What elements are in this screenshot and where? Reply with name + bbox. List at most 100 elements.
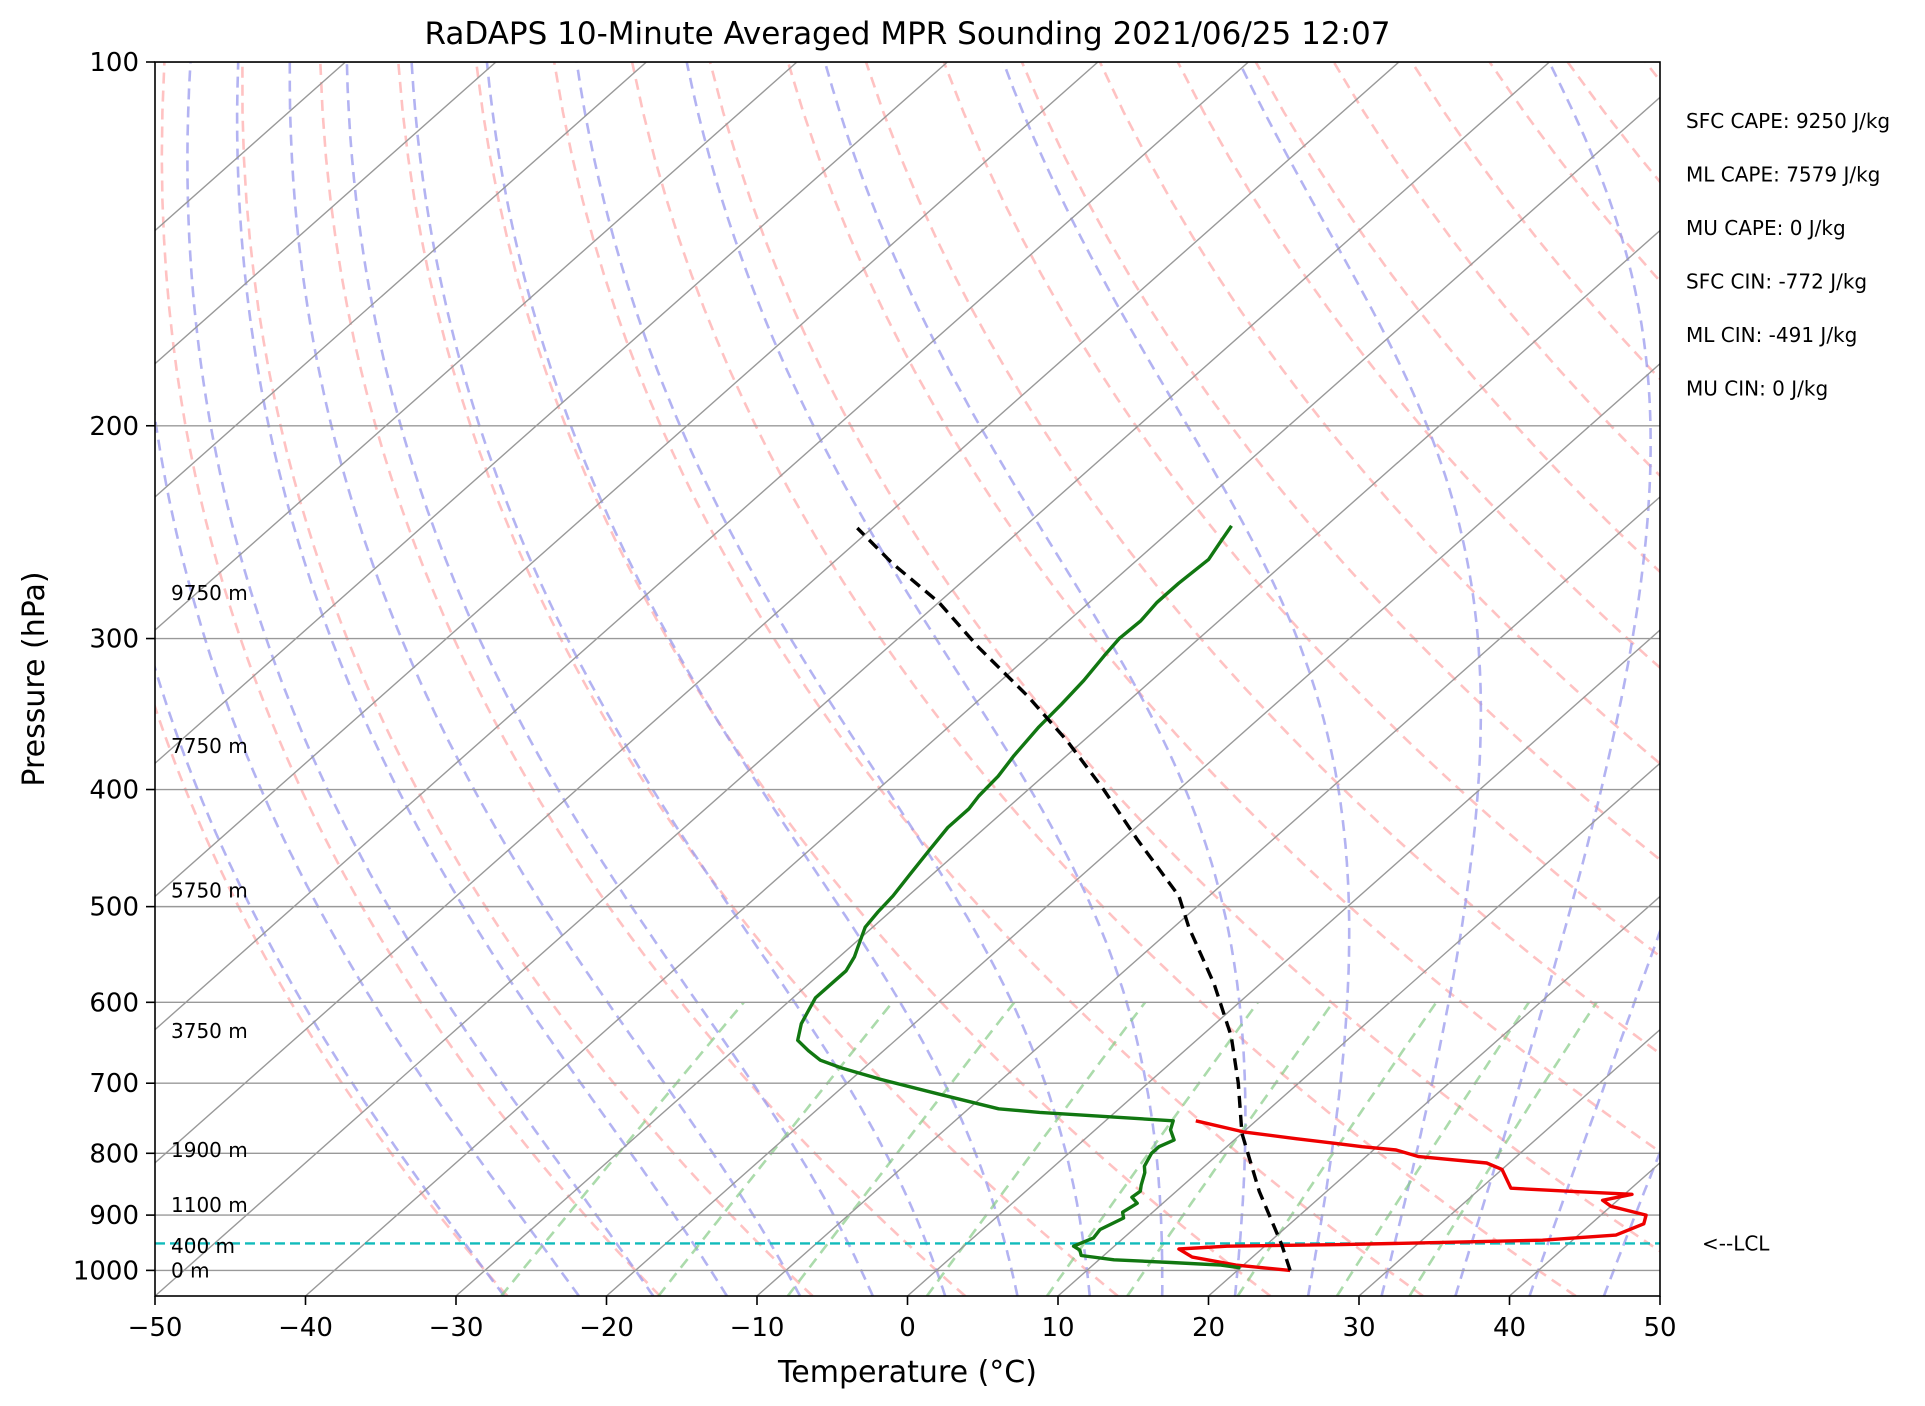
x-tick-label: −50 — [128, 1313, 183, 1343]
dry-adiabat — [155, 702, 509, 1296]
y-tick-label: 100 — [89, 48, 139, 78]
x-axis-title: Temperature (°C) — [777, 1355, 1037, 1390]
mixing-ratio-line — [925, 1001, 1147, 1296]
dry-adiabat — [1644, 62, 1660, 83]
dry-adiabat — [474, 62, 1272, 1296]
moist-adiabat — [823, 62, 1247, 1296]
dry-adiabat — [160, 62, 661, 1296]
isotherm — [1509, 1161, 1660, 1296]
mixing-ratio-line — [1236, 1001, 1438, 1296]
dry-adiabat — [942, 62, 1660, 958]
y-tick-label: 500 — [89, 893, 139, 923]
y-tick-label: 200 — [89, 412, 139, 442]
isotherm — [155, 62, 497, 365]
dry-adiabat — [1020, 62, 1660, 862]
height-label: 5750 m — [171, 879, 248, 903]
isotherm — [155, 62, 647, 498]
isotherm — [756, 495, 1660, 1296]
cape-cin-annotation: MU CAPE: 0 J/kg — [1686, 216, 1846, 240]
x-tick-label: −20 — [579, 1313, 634, 1343]
labels: −50 −40 −30 −20 −10 0 10 20 30 40 50 100 200 300 400 50… — [17, 16, 1890, 1390]
cape-cin-annotation: SFC CAPE: 9250 J/kg — [1686, 109, 1890, 133]
y-tick-label: 700 — [89, 1069, 139, 1099]
cape-cin-annotation: ML CAPE: 7579 J/kg — [1686, 163, 1880, 187]
x-tick-label: 30 — [1342, 1313, 1375, 1343]
temperature-line — [1177, 1119, 1648, 1273]
height-label: 0 m — [171, 1258, 210, 1282]
isotherm — [1358, 1028, 1660, 1296]
dry-adiabat — [708, 62, 1660, 1253]
mixing-ratio-line — [1408, 1001, 1598, 1296]
mixing-ratio-line — [1335, 1001, 1530, 1296]
background-lines — [155, 62, 1925, 1296]
height-label: 7750 m — [171, 734, 248, 758]
moist-adiabat — [235, 62, 728, 1296]
isotherm — [907, 629, 1660, 1296]
y-tick-label: 900 — [89, 1201, 139, 1231]
series-layer — [155, 524, 1660, 1273]
dry-adiabat — [1566, 62, 1660, 184]
height-label: 3750 m — [171, 1019, 248, 1043]
isotherm — [155, 62, 798, 632]
dry-adiabat — [319, 62, 967, 1296]
dry-adiabat — [1254, 62, 1660, 574]
dewpoint-line — [796, 524, 1241, 1270]
x-tick-label: 40 — [1493, 1313, 1526, 1343]
isotherm — [606, 362, 1660, 1296]
plot-frame — [146, 61, 1661, 1305]
dry-adiabat — [630, 62, 1577, 1296]
moist-adiabat — [288, 62, 802, 1296]
dry-adiabat — [1724, 62, 1925, 1296]
parcel-line — [856, 526, 1292, 1271]
height-label: 400 m — [171, 1234, 235, 1258]
moist-adiabat — [155, 663, 506, 1296]
x-tick-label: −30 — [429, 1313, 484, 1343]
chart-title: RaDAPS 10-Minute Averaged MPR Sounding 2… — [425, 16, 1391, 52]
mixing-ratio-line — [500, 1001, 745, 1296]
height-label: 1100 m — [171, 1193, 248, 1217]
y-axis-title: Pressure (hPa) — [17, 571, 52, 786]
x-tick-label: 0 — [899, 1313, 916, 1343]
dry-adiabat — [1879, 62, 1925, 1296]
dry-adiabat — [1801, 62, 1925, 1296]
dry-adiabat — [552, 62, 1424, 1296]
dry-adiabat — [786, 62, 1660, 1154]
isotherm — [155, 62, 1550, 1296]
moist-adiabat — [1528, 927, 1660, 1296]
x-tick-label: −40 — [278, 1313, 333, 1343]
lcl-label: <--LCL — [1702, 1231, 1770, 1255]
y-tick-label: 800 — [89, 1139, 139, 1169]
dry-adiabat — [864, 62, 1660, 1056]
isotherm — [1208, 895, 1660, 1296]
moist-adiabat — [575, 62, 1091, 1296]
height-label: 9750 m — [171, 581, 248, 605]
y-tick-label: 400 — [89, 776, 139, 806]
x-tick-label: 50 — [1643, 1313, 1676, 1343]
moist-adiabat — [345, 62, 874, 1296]
moist-adiabat — [1679, 62, 1925, 1296]
dry-adiabat — [1410, 62, 1660, 381]
y-tick-label: 1000 — [73, 1256, 139, 1286]
x-tick-label: 10 — [1041, 1313, 1074, 1343]
x-tick-label: −10 — [730, 1313, 785, 1343]
moist-adiabat — [1454, 62, 1652, 1296]
y-tick-label: 600 — [89, 988, 139, 1018]
moist-adiabat — [1237, 62, 1483, 1296]
isotherm — [155, 62, 1099, 898]
isotherm — [1659, 1295, 1660, 1296]
isotherm — [305, 96, 1660, 1296]
cape-cin-annotation: ML CIN: -491 J/kg — [1686, 323, 1857, 347]
x-tick-label: 20 — [1192, 1313, 1225, 1343]
dry-adiabat — [1176, 62, 1660, 670]
moist-adiabat — [186, 62, 655, 1296]
moist-adiabat — [410, 62, 947, 1296]
isotherm — [155, 62, 1400, 1164]
mixing-ratio-line — [1126, 1001, 1335, 1296]
isotherm — [1057, 762, 1660, 1296]
isotherm — [155, 62, 948, 765]
mixing-ratio-line — [786, 1001, 1016, 1296]
dry-adiabat — [397, 62, 1119, 1296]
moist-adiabat — [685, 62, 1164, 1296]
